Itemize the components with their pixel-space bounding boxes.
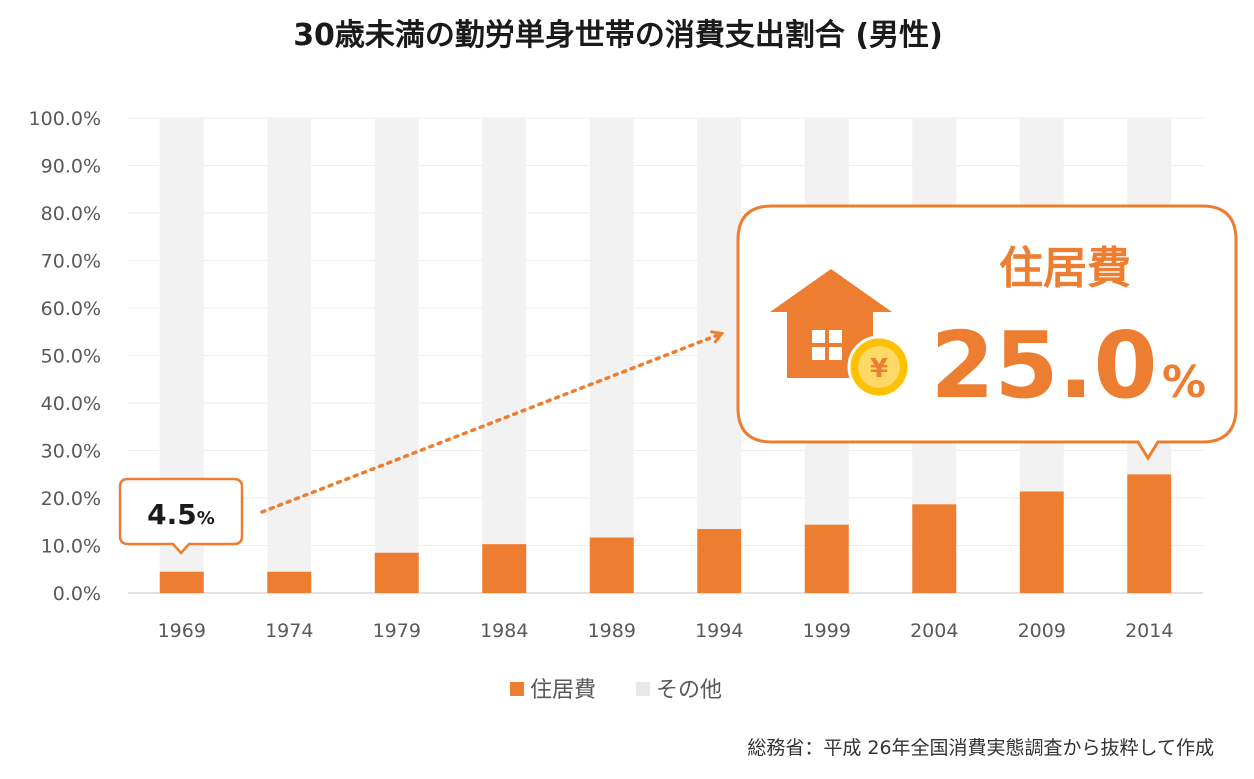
end-callout-label: 住居費 — [999, 243, 1131, 294]
y-tick-label: 70.0% — [41, 251, 101, 273]
y-tick-label: 50.0% — [41, 346, 101, 368]
chart-title: 30歳未満の勤労単身世帯の消費支出割合 (男性) — [293, 18, 943, 53]
y-tick-label: 10.0% — [41, 536, 101, 558]
x-tick-label: 1984 — [480, 620, 528, 642]
end-callout-unit: % — [1162, 357, 1206, 408]
x-tick-label: 2004 — [910, 620, 958, 642]
y-tick-label: 0.0% — [53, 583, 101, 605]
bar-housing — [589, 537, 634, 593]
bar-other — [482, 118, 527, 545]
bar-other — [589, 118, 634, 538]
x-tick-label: 1969 — [158, 620, 206, 642]
bar-housing — [912, 504, 957, 593]
y-tick-label: 80.0% — [41, 203, 101, 225]
y-tick-label: 100.0% — [29, 108, 101, 130]
legend-swatch-housing — [510, 682, 524, 696]
bar-housing — [159, 571, 204, 593]
x-tick-label: 1994 — [695, 620, 743, 642]
end-callout-value: 25.0 — [931, 312, 1158, 419]
legend-label-housing: 住居費 — [530, 678, 596, 703]
bar-other — [267, 118, 312, 572]
end-callout: ¥ 住居費 25.0 % — [736, 204, 1238, 461]
source-note: 総務省：平成 26年全国消費実態調査から抜粋して作成 — [747, 737, 1214, 759]
house-yen-icon: ¥ — [770, 269, 911, 399]
legend: 住居費 その他 — [510, 678, 722, 703]
x-tick-label: 1999 — [803, 620, 851, 642]
bar-housing — [267, 571, 312, 593]
y-tick-label: 90.0% — [41, 156, 101, 178]
bar-housing — [1019, 491, 1064, 593]
legend-label-other: その他 — [656, 678, 722, 703]
bar-housing — [697, 528, 742, 593]
x-tick-label: 2009 — [1018, 620, 1066, 642]
y-tick-label: 20.0% — [41, 488, 101, 510]
bar-housing — [374, 552, 419, 593]
start-callout: 4.5% — [118, 477, 244, 555]
y-axis: 0.0% 10.0% 20.0% 30.0% 40.0% 50.0% 60.0% 70.0% 8… — [29, 108, 101, 605]
start-callout-value: 4.5 — [147, 498, 197, 531]
x-tick-label: 1974 — [265, 620, 313, 642]
x-tick-label: 2014 — [1125, 620, 1173, 642]
bar-other — [697, 118, 742, 529]
bar-housing — [804, 524, 849, 593]
legend-swatch-other — [636, 682, 650, 696]
x-tick-label: 1989 — [588, 620, 636, 642]
trend-arrow — [260, 335, 718, 514]
y-tick-label: 60.0% — [41, 298, 101, 320]
bar-housing — [482, 544, 527, 593]
y-tick-label: 30.0% — [41, 441, 101, 463]
y-tick-label: 40.0% — [41, 393, 101, 415]
svg-text:4.5%: 4.5% — [147, 498, 215, 531]
yen-symbol: ¥ — [870, 354, 888, 384]
bar-housing — [1127, 474, 1172, 593]
bar-other — [374, 118, 419, 553]
start-callout-unit: % — [197, 508, 215, 529]
x-axis: 1969 1974 1979 1984 1989 1994 1999 2004 2009 2014 — [158, 620, 1174, 642]
x-tick-label: 1979 — [373, 620, 421, 642]
